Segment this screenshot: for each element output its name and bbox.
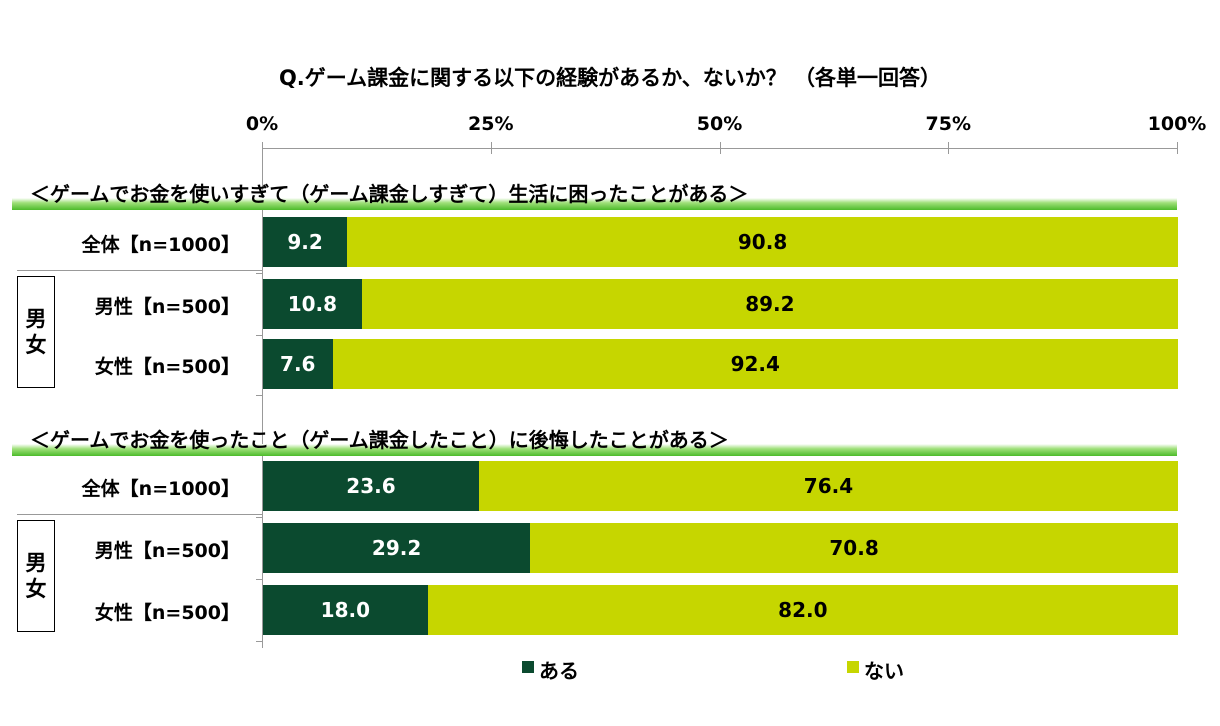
legend-swatch (522, 661, 534, 673)
gender-box-char: 女 (25, 333, 47, 357)
y-tick (256, 273, 262, 274)
x-gridline-tick (1177, 142, 1178, 154)
bar-nai: 70.8 (530, 523, 1178, 573)
section-heading: ＜ゲームでお金を使ったこと（ゲーム課金したこと）に後悔したことがある＞ (30, 428, 729, 452)
row-separator (17, 514, 262, 515)
chart-title: Q.ゲーム課金に関する以下の経験があるか、ないか？ （各単一回答） (278, 66, 942, 90)
x-tick-label: 50% (696, 113, 743, 135)
bar-aru: 29.2 (263, 523, 531, 573)
bar-aru: 9.2 (263, 217, 348, 267)
x-tick-label: 75% (925, 113, 971, 135)
bar-nai: 90.8 (347, 217, 1178, 267)
y-tick (256, 395, 262, 396)
y-tick (256, 579, 262, 580)
section-heading: ＜ゲームでお金を使いすぎて（ゲーム課金しすぎて）生活に困ったことがある＞ (30, 182, 749, 206)
y-tick (256, 641, 262, 642)
x-tick-label: 100% (1147, 113, 1207, 135)
gender-box: 男女 (17, 276, 55, 388)
gender-box: 男女 (17, 520, 55, 632)
y-axis-line (262, 148, 263, 648)
row-separator (17, 270, 262, 271)
row-label: 全体【n=1000】 (81, 478, 240, 500)
legend-label: ない (864, 659, 904, 683)
legend-label: ある (539, 659, 579, 683)
gender-box-char: 男 (25, 307, 47, 331)
x-axis-line (262, 148, 1177, 149)
bar-nai: 92.4 (332, 339, 1178, 389)
x-tick-label: 25% (468, 113, 514, 135)
row-label: 男性【n=500】 (94, 540, 240, 562)
y-tick (256, 517, 262, 518)
legend-swatch (847, 661, 859, 673)
x-tick-label: 0% (245, 113, 279, 135)
row-label: 男性【n=500】 (94, 296, 240, 318)
row-label: 女性【n=500】 (94, 356, 240, 378)
row-label: 全体【n=1000】 (81, 234, 240, 256)
gender-box-char: 女 (25, 577, 47, 601)
gender-box-char: 男 (25, 551, 47, 575)
bar-nai: 82.0 (427, 585, 1178, 635)
row-label: 女性【n=500】 (94, 602, 240, 624)
section-band (12, 198, 1177, 210)
bar-aru: 18.0 (263, 585, 428, 635)
bar-aru: 7.6 (263, 339, 333, 389)
bar-nai: 76.4 (478, 461, 1178, 511)
bar-nai: 89.2 (361, 279, 1178, 329)
bar-aru: 10.8 (263, 279, 362, 329)
y-tick (256, 335, 262, 336)
bar-aru: 23.6 (263, 461, 479, 511)
section-band (12, 444, 1177, 456)
